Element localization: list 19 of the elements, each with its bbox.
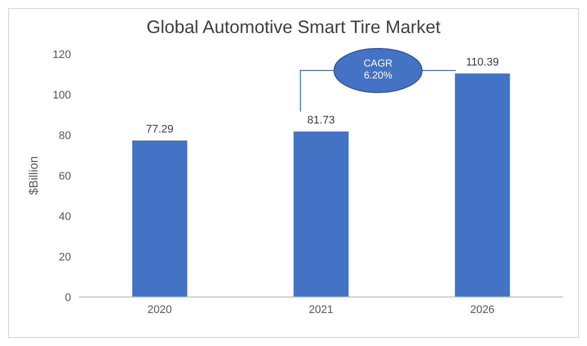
y-tick-label: 20 <box>58 251 71 264</box>
x-tick-label: 2021 <box>308 304 334 316</box>
x-tick-label: 2026 <box>470 304 495 316</box>
y-tick-label: 80 <box>58 130 71 142</box>
bar <box>132 140 188 297</box>
y-tick-label: 60 <box>58 170 71 182</box>
bar <box>294 131 349 297</box>
bar <box>454 73 510 297</box>
x-tick-label: 2020 <box>147 304 172 316</box>
annotation: CAGR 6.20% <box>364 58 392 82</box>
chart-title: Global Automotive Smart Tire Market <box>145 17 442 38</box>
y-axis-title: $Billion <box>26 156 40 195</box>
data-label: 81.73 <box>307 114 335 126</box>
y-tick-label: 40 <box>58 210 71 223</box>
data-label: 110.39 <box>466 56 499 68</box>
data-label: 77.29 <box>146 123 174 136</box>
y-tick-label: 120 <box>52 48 71 61</box>
y-tick-label: 0 <box>64 292 71 304</box>
y-tick-label: 100 <box>52 89 71 102</box>
